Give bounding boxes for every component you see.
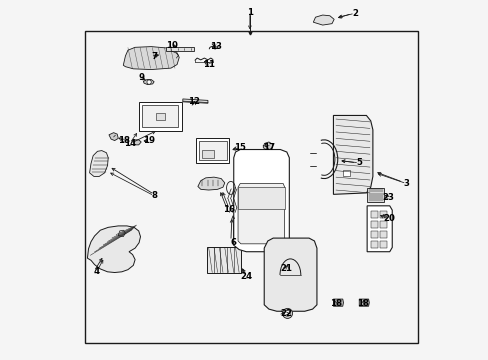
Text: 12: 12 bbox=[188, 97, 200, 106]
Text: 15: 15 bbox=[234, 143, 245, 152]
Polygon shape bbox=[134, 140, 141, 145]
Circle shape bbox=[147, 80, 151, 84]
Text: 18: 18 bbox=[329, 299, 341, 308]
Polygon shape bbox=[379, 221, 386, 228]
Polygon shape bbox=[198, 177, 224, 190]
Polygon shape bbox=[123, 46, 179, 69]
Polygon shape bbox=[206, 247, 241, 273]
Text: 6: 6 bbox=[230, 238, 236, 247]
Polygon shape bbox=[379, 211, 386, 218]
Polygon shape bbox=[139, 102, 182, 131]
Polygon shape bbox=[379, 231, 386, 238]
Text: 20: 20 bbox=[383, 214, 395, 223]
Polygon shape bbox=[366, 188, 384, 202]
Text: 4: 4 bbox=[94, 267, 100, 276]
Polygon shape bbox=[166, 47, 194, 51]
Polygon shape bbox=[143, 80, 154, 85]
Text: 7: 7 bbox=[151, 52, 157, 61]
Polygon shape bbox=[370, 211, 377, 218]
Polygon shape bbox=[87, 226, 140, 273]
Text: 2: 2 bbox=[351, 9, 357, 18]
Text: 17: 17 bbox=[262, 143, 274, 152]
Text: 5: 5 bbox=[356, 158, 362, 167]
Circle shape bbox=[284, 311, 290, 316]
Text: 3: 3 bbox=[403, 179, 409, 188]
Text: 18: 18 bbox=[118, 136, 130, 145]
Text: 24: 24 bbox=[240, 271, 252, 280]
Polygon shape bbox=[264, 238, 316, 311]
Text: 9: 9 bbox=[138, 73, 144, 82]
Text: 11: 11 bbox=[203, 60, 215, 69]
Polygon shape bbox=[183, 99, 207, 103]
Text: 22: 22 bbox=[280, 309, 291, 318]
Polygon shape bbox=[313, 15, 333, 25]
Polygon shape bbox=[155, 113, 164, 120]
Polygon shape bbox=[238, 184, 284, 244]
Polygon shape bbox=[142, 105, 178, 127]
Polygon shape bbox=[366, 206, 391, 252]
Polygon shape bbox=[109, 133, 118, 140]
Polygon shape bbox=[379, 241, 386, 248]
Text: 8: 8 bbox=[151, 191, 157, 200]
Polygon shape bbox=[89, 150, 108, 176]
Text: 10: 10 bbox=[166, 41, 178, 50]
Polygon shape bbox=[370, 231, 377, 238]
Text: 19: 19 bbox=[143, 136, 155, 145]
Polygon shape bbox=[196, 138, 229, 163]
Text: 21: 21 bbox=[280, 265, 292, 274]
Polygon shape bbox=[233, 149, 289, 252]
Polygon shape bbox=[198, 140, 226, 160]
Polygon shape bbox=[343, 170, 349, 176]
Text: 18: 18 bbox=[356, 299, 368, 308]
Polygon shape bbox=[118, 230, 125, 237]
Polygon shape bbox=[202, 149, 214, 158]
Polygon shape bbox=[359, 299, 368, 306]
Text: 14: 14 bbox=[123, 139, 136, 148]
Text: 16: 16 bbox=[223, 205, 235, 214]
Polygon shape bbox=[263, 142, 272, 150]
Text: 23: 23 bbox=[382, 193, 394, 202]
Polygon shape bbox=[238, 187, 284, 209]
Bar bbox=[85, 31, 418, 343]
Polygon shape bbox=[333, 299, 343, 306]
Circle shape bbox=[282, 309, 292, 319]
Polygon shape bbox=[370, 241, 377, 248]
Polygon shape bbox=[333, 116, 372, 194]
Polygon shape bbox=[370, 221, 377, 228]
Text: 1: 1 bbox=[246, 8, 252, 17]
Text: 13: 13 bbox=[209, 42, 222, 51]
